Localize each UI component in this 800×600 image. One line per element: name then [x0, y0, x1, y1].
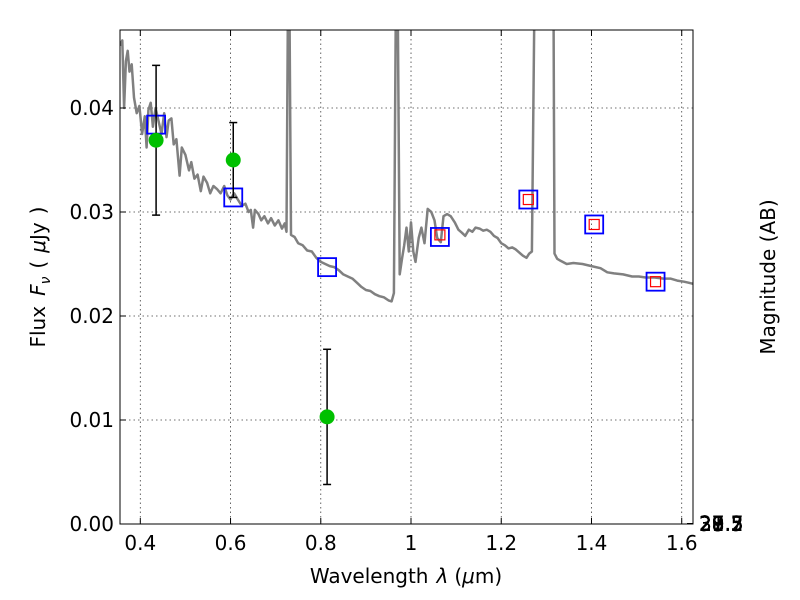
x-tick-label: 0.4 — [124, 531, 156, 555]
y-axis-label-unit-mu: μ — [26, 240, 50, 254]
y-axis-label-unit-rest: Jy — [26, 222, 50, 242]
model-spectrum-line — [120, 30, 693, 303]
plot-frame — [119, 29, 694, 525]
observed-flux-point — [319, 409, 335, 425]
x-axis-label-unit-mu: μ — [461, 564, 475, 588]
series-layer — [120, 30, 693, 486]
x-tick-label: 1 — [405, 531, 418, 555]
y-tick-label: 0.02 — [69, 304, 114, 328]
x-tick-label: 1.4 — [576, 531, 608, 555]
x-axis-label-text: Wavelength — [310, 564, 429, 588]
model-photometry-square — [645, 271, 666, 292]
magnitude-tick-label: 28.2 — [699, 512, 744, 536]
model-photometry-square — [429, 227, 450, 247]
magnitude-tick-label: 31 — [699, 512, 724, 536]
observed-flux-point — [225, 152, 241, 168]
x-axis-label-symbol: λ — [435, 564, 448, 588]
model-photometry-ir-square — [588, 218, 600, 231]
magnitude-tick-label: 27.7 — [699, 512, 744, 536]
x-axis-label-unit-open: ( — [454, 564, 462, 588]
y-axis-label-unit-open: ( — [26, 261, 50, 269]
axis-ticks: 0.4 0.6 0.8 1 1.2 1.4 1.6 0.00 0.01 0.02 0.03 0.04 2… — [69, 30, 744, 555]
magnitude-tick-label: 28.5 — [699, 512, 744, 536]
model-photometry-square — [317, 257, 337, 278]
x-tick-label: 0.8 — [305, 531, 337, 555]
y-tick-label: 0.00 — [69, 512, 114, 536]
model-photometry-square — [518, 189, 539, 210]
model-photometry-ir-square — [434, 229, 446, 241]
x-tick-label: 1.2 — [485, 531, 517, 555]
magnitude-tick-label: 29.5 — [699, 512, 744, 536]
magnitude-tick-label: 27.3 — [699, 512, 744, 536]
x-tick-label: 1.6 — [666, 531, 698, 555]
y-tick-label: 0.01 — [69, 408, 114, 432]
y-axis-label: Flux Fν ( μJy) — [26, 206, 54, 347]
grid-lines — [120, 30, 693, 525]
y-tick-label: 0.04 — [69, 96, 114, 120]
y-axis-label-unit-close: ) — [26, 206, 50, 214]
x-axis-label: Wavelength λ (μm) — [310, 564, 502, 588]
y-axis-label-symbol: F — [26, 284, 50, 296]
observed-flux-point — [148, 132, 164, 148]
model-photometry-square — [584, 214, 605, 235]
x-axis-label-unit-rest: m) — [475, 564, 502, 588]
magnitude-tick-label: 27.5 — [699, 512, 744, 536]
magnitude-tick-label: 30 — [699, 512, 724, 536]
y-axis-label-subscript: ν — [38, 276, 54, 284]
model-photometry-ir-square — [522, 193, 534, 206]
y-tick-label: 0.03 — [69, 200, 114, 224]
magnitude-axis-label: Magnitude (AB) — [756, 199, 780, 354]
magnitude-tick-label: 29 — [699, 512, 724, 536]
model-photometry-ir-square — [649, 276, 662, 288]
x-tick-label: 0.6 — [215, 531, 247, 555]
magnitude-tick-label: 28 — [699, 512, 724, 536]
y-axis-label-text: Flux — [26, 306, 50, 348]
